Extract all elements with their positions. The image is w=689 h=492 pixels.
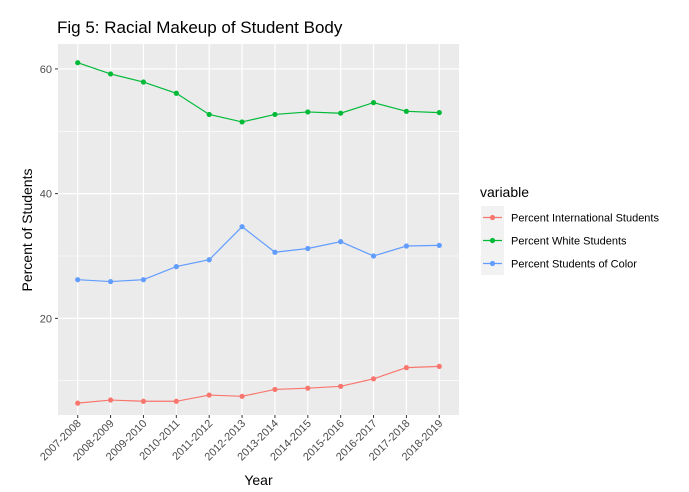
legend-label: Percent International Students [511, 213, 659, 225]
data-point [239, 119, 245, 125]
legend-key-point [489, 237, 496, 244]
data-point [403, 108, 410, 114]
data-point [436, 109, 442, 116]
data-point [272, 249, 278, 255]
legend-key-point [489, 260, 496, 267]
y-tick-label: 40 [40, 189, 52, 201]
series-line [77, 62, 440, 123]
legend-label: Percent Students of Color [511, 259, 637, 271]
data-point [403, 243, 410, 249]
data-point [140, 277, 147, 283]
data-point [140, 398, 147, 404]
data-point [436, 242, 442, 248]
plot-panel [58, 44, 459, 415]
data-point [206, 111, 212, 118]
legend-label: Percent White Students [511, 236, 627, 248]
legend-title: variable [480, 184, 529, 200]
series-layer [75, 60, 442, 406]
chart-title: Fig 5: Racial Makeup of Student Body [57, 18, 343, 37]
data-point [305, 109, 311, 115]
data-point [436, 363, 442, 369]
x-axis-title: Year [244, 472, 273, 488]
data-point [338, 239, 344, 245]
data-point [370, 376, 377, 382]
data-point [140, 79, 147, 85]
data-point [107, 397, 114, 403]
data-point [173, 398, 179, 404]
data-point [206, 257, 212, 263]
data-point [370, 253, 377, 259]
data-point [107, 71, 114, 77]
data-point [239, 393, 245, 399]
y-axis: 20 40 60 [40, 64, 58, 325]
legend-key-point [489, 214, 496, 221]
data-point [206, 392, 212, 398]
data-point [173, 264, 179, 270]
data-point [272, 386, 278, 393]
data-point [338, 383, 344, 389]
data-point [403, 365, 410, 371]
data-point [173, 90, 179, 96]
data-point [239, 224, 245, 230]
data-point [305, 385, 311, 391]
data-point [272, 111, 278, 118]
data-point [370, 100, 377, 106]
y-tick-label: 60 [40, 64, 52, 76]
data-point [75, 60, 81, 66]
y-tick-label: 20 [40, 313, 52, 325]
data-point [338, 110, 344, 116]
data-point [75, 277, 81, 283]
data-point [75, 400, 81, 406]
legend: variable Percent International Students P… [480, 184, 659, 275]
y-axis-title: Percent of Students [19, 169, 35, 292]
gridlines [58, 44, 459, 415]
data-point [305, 245, 311, 252]
series-line [77, 225, 440, 283]
data-point [107, 278, 114, 285]
series-line [77, 365, 440, 404]
